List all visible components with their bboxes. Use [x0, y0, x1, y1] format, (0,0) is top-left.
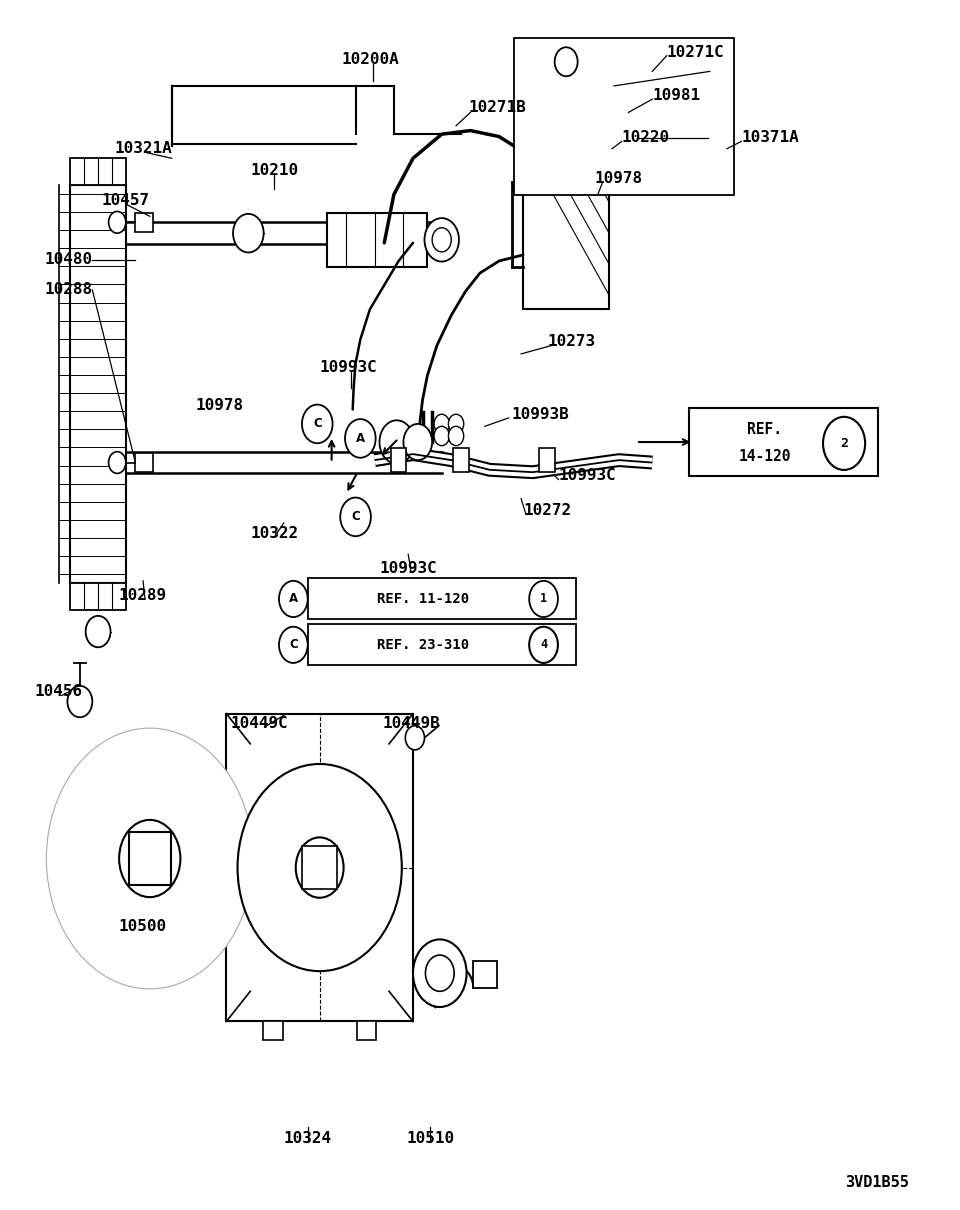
Text: C: C — [351, 511, 360, 524]
Text: 10324: 10324 — [283, 1131, 332, 1146]
Bar — [70, 583, 126, 610]
Circle shape — [279, 581, 308, 617]
Text: 10322: 10322 — [251, 526, 299, 541]
Circle shape — [434, 414, 449, 433]
Circle shape — [67, 686, 92, 718]
Text: REF. 11-120: REF. 11-120 — [377, 592, 469, 606]
Text: 10271B: 10271B — [468, 100, 526, 115]
Circle shape — [529, 627, 558, 663]
Text: C: C — [313, 417, 322, 431]
Text: 10978: 10978 — [595, 172, 643, 186]
Circle shape — [345, 419, 375, 457]
Circle shape — [279, 627, 308, 663]
Circle shape — [85, 616, 110, 647]
Circle shape — [555, 47, 578, 76]
Text: 10993B: 10993B — [512, 407, 569, 422]
Circle shape — [340, 497, 371, 536]
Text: 10272: 10272 — [523, 503, 571, 518]
Text: 10457: 10457 — [102, 194, 150, 208]
Text: 10993C: 10993C — [559, 468, 616, 483]
Text: 10480: 10480 — [44, 252, 92, 267]
Text: 2: 2 — [840, 437, 848, 450]
Circle shape — [432, 227, 451, 252]
FancyBboxPatch shape — [308, 624, 576, 666]
Circle shape — [448, 414, 464, 433]
Circle shape — [296, 837, 344, 898]
Circle shape — [119, 820, 180, 897]
Bar — [473, 961, 497, 987]
Text: 10456: 10456 — [35, 685, 83, 699]
Bar — [129, 832, 171, 885]
Circle shape — [413, 939, 467, 1007]
Text: 14-120: 14-120 — [738, 449, 791, 465]
Text: 10993C: 10993C — [379, 561, 437, 576]
FancyBboxPatch shape — [308, 578, 576, 620]
Text: 10210: 10210 — [251, 163, 299, 178]
Text: 3VD1B55: 3VD1B55 — [846, 1175, 909, 1189]
Text: REF. 23-310: REF. 23-310 — [377, 638, 469, 652]
Text: REF.: REF. — [747, 422, 782, 437]
Bar — [558, 100, 575, 119]
Text: C: C — [289, 639, 298, 651]
Circle shape — [405, 726, 424, 750]
Text: 10289: 10289 — [119, 588, 167, 603]
Bar — [326, 213, 427, 267]
Text: 10978: 10978 — [196, 398, 244, 414]
Circle shape — [403, 424, 432, 460]
Circle shape — [46, 728, 253, 989]
Text: A: A — [289, 593, 298, 605]
Bar — [523, 140, 610, 310]
Bar — [70, 159, 126, 185]
Circle shape — [302, 404, 332, 443]
Circle shape — [233, 214, 264, 253]
Bar — [263, 1021, 282, 1039]
Text: 10288: 10288 — [44, 282, 92, 298]
Bar — [135, 453, 153, 472]
Bar — [540, 448, 555, 472]
Text: 10993C: 10993C — [319, 359, 376, 375]
Circle shape — [108, 212, 126, 234]
FancyBboxPatch shape — [688, 408, 878, 476]
Bar — [391, 448, 406, 472]
Bar — [514, 38, 733, 195]
Text: 10449C: 10449C — [231, 716, 289, 731]
Text: 10200A: 10200A — [341, 52, 398, 67]
Circle shape — [308, 853, 331, 882]
Bar — [555, 119, 578, 140]
Bar — [70, 185, 126, 583]
Circle shape — [425, 955, 454, 991]
Text: A: A — [356, 432, 365, 445]
Circle shape — [237, 764, 402, 972]
Bar — [453, 448, 468, 472]
Circle shape — [448, 426, 464, 445]
Text: 4: 4 — [540, 639, 547, 651]
Text: 1: 1 — [540, 593, 547, 605]
Circle shape — [434, 426, 449, 445]
Text: 10220: 10220 — [622, 131, 670, 145]
Text: 10271C: 10271C — [666, 45, 725, 59]
Circle shape — [823, 416, 865, 469]
Bar — [135, 213, 153, 232]
Circle shape — [379, 420, 414, 463]
Bar — [357, 1021, 376, 1039]
Text: 10510: 10510 — [406, 1131, 454, 1146]
Circle shape — [108, 451, 126, 473]
Circle shape — [529, 581, 558, 617]
Text: 10981: 10981 — [652, 88, 701, 103]
Circle shape — [424, 218, 459, 261]
Text: 10371A: 10371A — [741, 131, 799, 145]
Text: 10449B: 10449B — [382, 716, 440, 731]
Text: 10321A: 10321A — [114, 142, 172, 156]
Bar — [227, 714, 413, 1021]
Text: 10273: 10273 — [547, 334, 595, 350]
Text: 10500: 10500 — [119, 918, 167, 934]
Bar — [302, 846, 337, 889]
Circle shape — [132, 837, 167, 880]
